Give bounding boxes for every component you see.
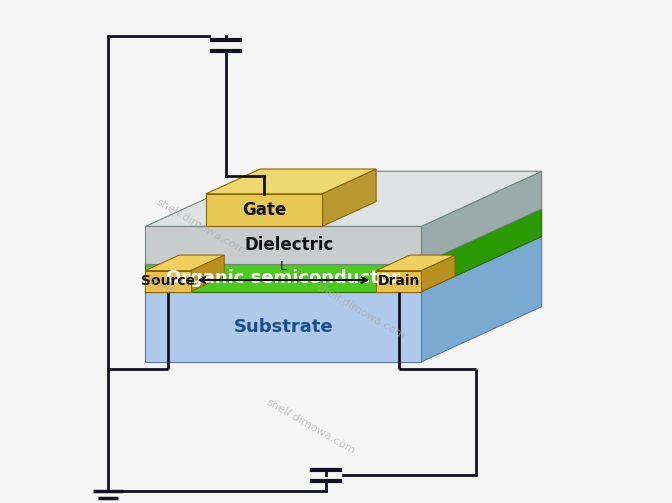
Polygon shape xyxy=(145,171,542,226)
Text: Substrate: Substrate xyxy=(233,318,333,336)
Text: shelf.: shelf. xyxy=(145,275,176,298)
Text: Organic semiconductor: Organic semiconductor xyxy=(167,269,401,287)
Text: Drain: Drain xyxy=(378,274,420,288)
Polygon shape xyxy=(421,236,542,362)
Polygon shape xyxy=(376,271,421,292)
Polygon shape xyxy=(191,255,224,292)
Text: Source: Source xyxy=(141,274,195,288)
Polygon shape xyxy=(421,209,542,292)
Polygon shape xyxy=(145,209,542,264)
Polygon shape xyxy=(145,236,542,292)
Polygon shape xyxy=(206,194,322,226)
Text: shelf.dimowa.com: shelf.dimowa.com xyxy=(265,397,357,457)
Text: Gate: Gate xyxy=(242,201,286,219)
Text: shelf.dimowa.com: shelf.dimowa.com xyxy=(155,197,247,256)
Polygon shape xyxy=(206,169,376,194)
Polygon shape xyxy=(145,255,224,271)
Text: L: L xyxy=(280,260,287,273)
Polygon shape xyxy=(145,292,421,362)
Text: shelf.dimowa.com: shelf.dimowa.com xyxy=(315,282,407,341)
Text: Dielectric: Dielectric xyxy=(244,236,333,254)
Polygon shape xyxy=(322,169,376,226)
Polygon shape xyxy=(145,264,421,292)
Polygon shape xyxy=(145,226,421,264)
Polygon shape xyxy=(376,255,455,271)
Polygon shape xyxy=(421,171,542,264)
Polygon shape xyxy=(145,271,191,292)
Polygon shape xyxy=(421,255,455,292)
